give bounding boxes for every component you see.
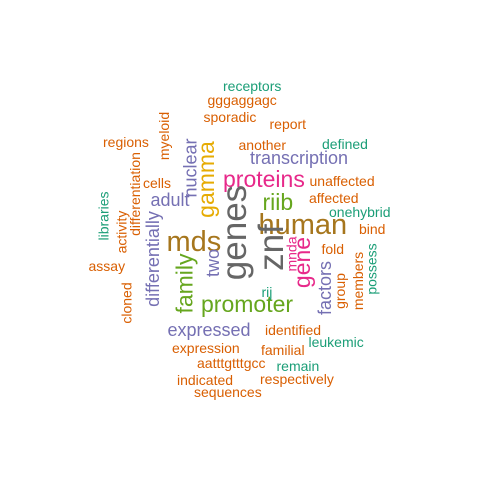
- word-libraries: libraries: [95, 191, 112, 241]
- word-transcription: transcription: [250, 148, 349, 168]
- word-indicated: indicated: [177, 372, 234, 388]
- word-differentially: differentially: [142, 211, 163, 307]
- word-possess: possess: [363, 243, 380, 295]
- word-proteins: proteins: [223, 165, 305, 192]
- word-two: two: [203, 248, 224, 278]
- word-aatttgtttgcc: aatttgtttgcc: [197, 355, 266, 371]
- word-regions: regions: [103, 134, 149, 150]
- word-remain: remain: [276, 358, 320, 374]
- word-identified: identified: [265, 322, 322, 338]
- word-leukemic: leukemic: [308, 334, 364, 350]
- word-familial: familial: [261, 342, 305, 358]
- word-expressed: expressed: [167, 320, 251, 340]
- word-myeloid: myeloid: [156, 111, 173, 161]
- word-expression: expression: [172, 340, 240, 356]
- word-another: another: [238, 137, 286, 153]
- word-assay: assay: [88, 258, 126, 274]
- word-onehybrid: onehybrid: [329, 204, 391, 220]
- word-sequences: sequences: [194, 384, 262, 400]
- word-adult: adult: [150, 190, 190, 210]
- word-gggaggagc: gggaggagc: [207, 92, 277, 108]
- word-promoter: promoter: [201, 290, 294, 317]
- word-differentiation: differentiation: [126, 152, 143, 236]
- word-cloned: cloned: [118, 282, 135, 324]
- word-family: family: [171, 252, 198, 314]
- word-gene: gene: [288, 236, 315, 288]
- word-receptors: receptors: [223, 78, 282, 94]
- word-affected: affected: [309, 190, 359, 206]
- word-activity: activity: [112, 210, 129, 254]
- word-sporadic: sporadic: [203, 109, 257, 125]
- word-rij: rij: [261, 284, 273, 300]
- word-cells: cells: [143, 175, 172, 191]
- word-human: human: [258, 208, 348, 241]
- word-report: report: [269, 116, 307, 132]
- word-mds: mds: [166, 225, 222, 258]
- word-riib: riib: [262, 188, 294, 215]
- word-gamma: gamma: [192, 140, 219, 218]
- word-defined: defined: [322, 136, 368, 152]
- word-unaffected: unaffected: [309, 173, 375, 189]
- word-respectively: respectively: [260, 371, 334, 387]
- word-fold: fold: [321, 241, 345, 257]
- word-bind: bind: [359, 221, 386, 237]
- word-group: group: [331, 273, 348, 309]
